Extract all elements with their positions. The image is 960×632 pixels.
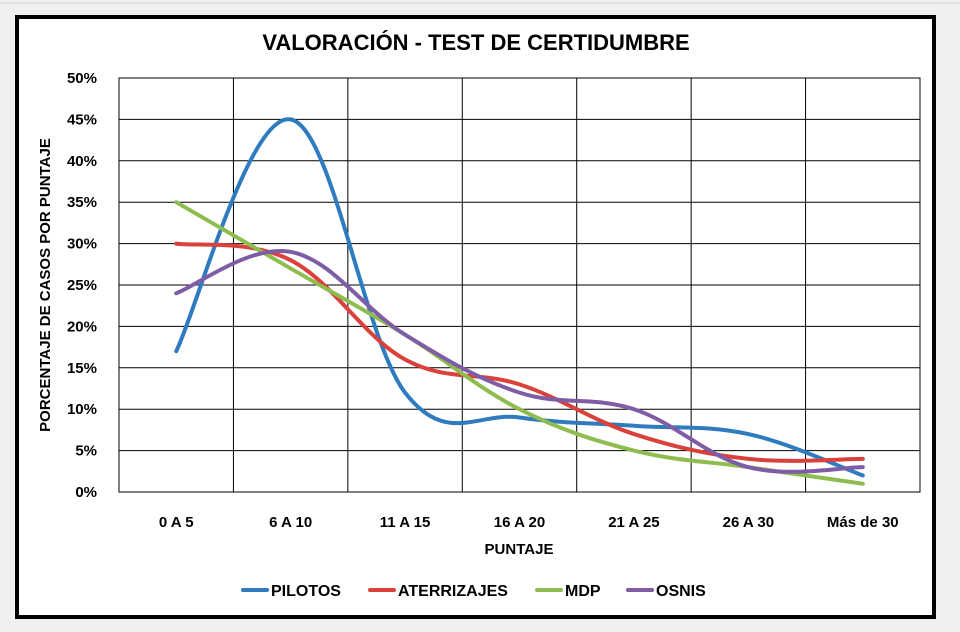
y-tick-label: 30% (67, 236, 97, 253)
legend-label-osnis: OSNIS (656, 583, 706, 600)
y-tick-label: 5% (75, 443, 97, 460)
y-tick-label: 45% (67, 111, 97, 128)
x-tick-label: 6 A 10 (269, 514, 312, 531)
series-line-pilotos (174, 117, 865, 478)
y-tick-label: 35% (67, 194, 97, 211)
legend-label-mdp: MDP (565, 583, 601, 600)
y-tick-label: 20% (67, 318, 97, 335)
x-tick-label: 11 A 15 (380, 514, 431, 531)
y-tick-label: 0% (75, 484, 97, 501)
chart-title: VALORACIÓN - TEST DE CERTIDUMBRE (262, 30, 689, 55)
x-axis-title: PUNTAJE (485, 541, 554, 558)
series-line-aterrizajes (174, 241, 865, 463)
legend: PILOTOS ATERRIZAJES MDP OSNIS (241, 583, 706, 600)
y-axis-title: PORCENTAJE DE CASOS POR PUNTAJE (37, 138, 54, 432)
y-axis-ticks: 0% 5% 10% 15% 20% 25% 30% 35% 40% 45% 50% (67, 70, 97, 501)
x-axis-ticks: 0 A 5 6 A 10 11 A 15 16 A 20 21 A 25 26 A 30 M… (159, 514, 899, 531)
y-tick-label: 25% (67, 277, 97, 294)
y-tick-label: 10% (67, 401, 97, 418)
x-tick-label: 26 A 30 (723, 514, 774, 531)
series-layer (174, 117, 865, 486)
y-tick-label: 40% (67, 153, 97, 170)
series-line-osnis (174, 248, 865, 474)
y-tick-label: 15% (67, 360, 97, 377)
legend-label-aterrizajes: ATERRIZAJES (398, 583, 508, 600)
x-tick-label: 16 A 20 (494, 514, 545, 531)
x-tick-label: 0 A 5 (159, 514, 194, 531)
x-tick-label: 21 A 25 (608, 514, 659, 531)
x-tick-label: Más de 30 (827, 514, 899, 531)
y-tick-label: 50% (67, 70, 97, 87)
legend-label-pilotos: PILOTOS (271, 583, 341, 600)
